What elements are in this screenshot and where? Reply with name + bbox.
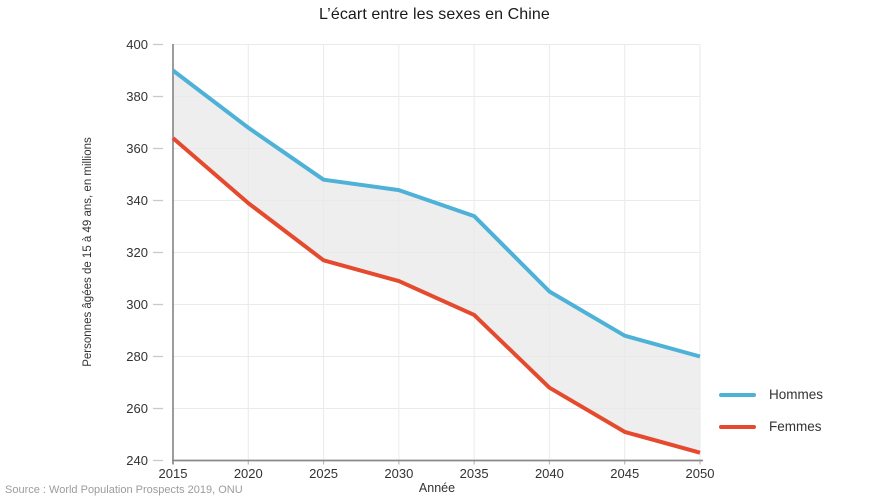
y-tick-label: 260 — [126, 401, 148, 416]
femmes-line — [171, 136, 701, 455]
legend-item-hommes: Hommes — [719, 387, 823, 402]
y-tick-label: 400 — [126, 37, 148, 52]
x-tick-label: 2050 — [686, 466, 715, 481]
x-tick-label: 2020 — [234, 466, 263, 481]
legend-label-femmes: Femmes — [769, 419, 822, 434]
y-tick-label: 280 — [126, 349, 148, 364]
x-axis-title: Année — [418, 481, 456, 495]
hommes-line-swatch — [719, 392, 756, 397]
x-tick-label: 2030 — [384, 466, 413, 481]
y-tick-label: 320 — [126, 245, 148, 260]
x-tick-label: 2025 — [309, 466, 338, 481]
legend-item-femmes: Femmes — [719, 419, 823, 434]
femmes-line-swatch — [719, 424, 756, 429]
y-axis-title: Personnes âgées de 15 à 49 ans, en milli… — [82, 137, 94, 367]
y-tick-label: 300 — [126, 297, 148, 312]
source-note: Source : World Population Prospects 2019… — [5, 484, 243, 496]
y-tick-label: 380 — [126, 89, 148, 104]
y-tick-label: 360 — [126, 141, 148, 156]
x-tick-label: 2035 — [460, 466, 489, 481]
x-tick-label: 2040 — [535, 466, 564, 481]
legend: Hommes Femmes — [719, 387, 823, 434]
gap-band — [173, 70, 700, 453]
y-tick-label: 240 — [126, 453, 148, 468]
hommes-line — [171, 68, 701, 359]
x-tick-label: 2045 — [610, 466, 639, 481]
y-tick-label: 340 — [126, 193, 148, 208]
legend-label-hommes: Hommes — [769, 387, 824, 402]
x-tick-label: 2015 — [159, 466, 188, 481]
chart-title: L’écart entre les sexes en Chine — [319, 6, 550, 23]
